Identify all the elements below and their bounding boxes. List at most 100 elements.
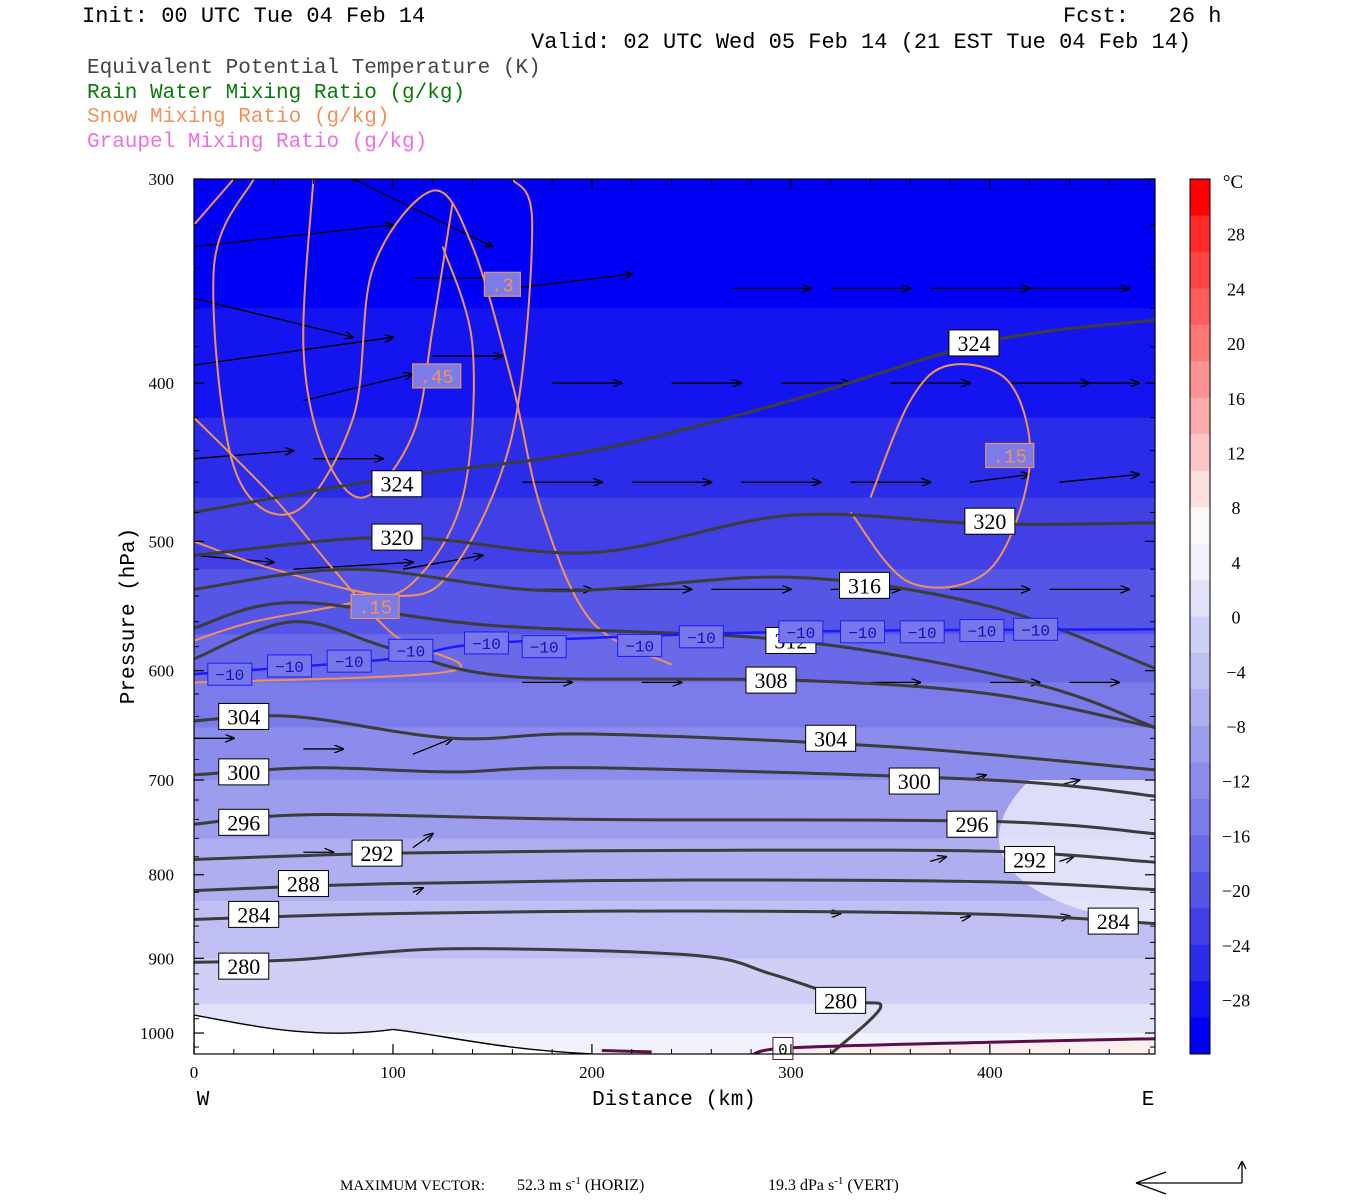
max-vector-label: MAXIMUM VECTOR: (340, 1178, 485, 1194)
theta-e-label: 304 (227, 704, 260, 729)
isotherm-label-box (778, 620, 824, 644)
theta-e-label: 300 (227, 760, 260, 785)
forecast-hour: Fcst: 26 h (1063, 4, 1222, 29)
colorbar-swatch (1190, 871, 1210, 909)
snow-label: .45 (420, 367, 454, 389)
isotherm-zero (750, 1037, 1155, 1054)
colorbar-swatch (1190, 179, 1210, 216)
colorbar-tick-label: −12 (1222, 772, 1250, 792)
snow-label-box (985, 442, 1035, 469)
theta-e-label-box (805, 724, 857, 752)
warm-tongue (998, 780, 1155, 927)
isotherm-label: 0 (778, 1041, 788, 1059)
isotherm-label: −10 (967, 624, 996, 642)
plot-frame (193, 178, 1156, 1055)
warm-surface-area (765, 1038, 1155, 1054)
isotherm-label-box (521, 635, 567, 659)
theta-e-label-box (371, 523, 423, 551)
theta-e-label-box (839, 571, 891, 599)
theta-e-label: 296 (955, 812, 988, 837)
snow-label-box (412, 363, 462, 389)
wind-vector (293, 562, 412, 570)
theta-e-label: 280 (824, 988, 857, 1013)
theta-e-label: 296 (227, 810, 260, 835)
y-tick-label: 1000 (140, 1024, 174, 1043)
isotherm-label: −10 (275, 659, 304, 677)
colorbar-tick-label: −4 (1226, 662, 1245, 682)
wind-vector (303, 374, 412, 402)
wind-vector (194, 554, 274, 562)
colorbar-tick-label: 24 (1227, 279, 1245, 299)
snow-contour (302, 179, 454, 499)
wind-vector (194, 337, 393, 366)
isotherm-label: −10 (530, 640, 559, 658)
snow-contour (194, 246, 475, 642)
theta-e-contour (194, 909, 1155, 926)
isotherm-label-box (388, 638, 434, 662)
legend-graupel: Graupel Mixing Ratio (g/kg) (87, 131, 428, 154)
y-tick-label: 500 (149, 532, 175, 551)
colorbar-swatch (1190, 689, 1210, 727)
colorbar-swatch (1190, 944, 1210, 982)
y-tick-label: 300 (149, 170, 175, 189)
colorbar-swatch (1190, 434, 1210, 472)
colorbar-swatch (1190, 762, 1210, 800)
theta-e-label: 280 (227, 954, 260, 979)
wind-vector (412, 738, 453, 755)
theta-e-label: 320 (380, 525, 413, 550)
theta-e-contour (194, 714, 1155, 772)
y-tick-label: 400 (149, 374, 175, 393)
isotherm-label: −10 (335, 654, 364, 672)
x-tick-label: 100 (380, 1063, 406, 1082)
x-axis-right-end: E (1142, 1089, 1155, 1112)
theta-e-contour (194, 947, 883, 1054)
theta-e-label-box (351, 839, 403, 867)
init-time: Init: 00 UTC Tue 04 Feb 14 (82, 4, 426, 29)
colorbar-tick-label: 20 (1227, 334, 1245, 354)
colorbar-tick-label: 28 (1227, 225, 1245, 245)
colorbar-swatch (1190, 616, 1210, 654)
isotherm-label: −10 (215, 667, 244, 685)
legend-rain-water: Rain Water Mixing Ratio (g/kg) (87, 82, 466, 105)
temperature-band (194, 682, 1155, 729)
temperature-band (194, 179, 1155, 310)
theta-e-label: 284 (237, 902, 270, 927)
theta-e-label: 316 (848, 573, 881, 598)
theta-e-contour (194, 600, 1155, 729)
theta-e-label: 292 (1013, 848, 1046, 873)
theta-e-label-box (277, 870, 329, 898)
snow-contour (194, 179, 235, 226)
x-axis-left-end: W (197, 1089, 210, 1112)
isotherm-label: −10 (848, 625, 877, 643)
x-tick-label: 300 (778, 1063, 804, 1082)
theta-e-label: 308 (754, 668, 787, 693)
wind-vector (1059, 474, 1139, 483)
theta-e-label-box (228, 900, 280, 928)
wind-vector (351, 179, 492, 247)
snow-label: .15 (358, 597, 392, 619)
colorbar-swatch (1190, 1017, 1210, 1055)
colorbar-tick-label: −24 (1222, 936, 1250, 956)
colorbar-tick-label: 16 (1227, 389, 1245, 409)
theta-e-label-box (948, 329, 1000, 357)
theta-e-label-box (964, 507, 1016, 535)
theta-e-label-box (218, 808, 270, 836)
isotherm-label-box (207, 662, 253, 686)
isotherm-label-box (959, 619, 1005, 643)
isotherm-label-box (840, 620, 886, 644)
colorbar-swatch (1190, 580, 1210, 617)
theta-e-label-box (218, 758, 270, 786)
theta-e-label: 288 (287, 872, 320, 897)
snow-contour (212, 179, 672, 666)
x-tick-label: 200 (579, 1063, 605, 1082)
wind-vector (959, 916, 970, 918)
legend-theta-e: Equivalent Potential Temperature (K) (87, 57, 541, 80)
temperature-shading (194, 780, 1155, 1054)
colorbar-swatch (1190, 470, 1210, 508)
temperature-band (194, 1004, 1155, 1035)
wind-vector (194, 451, 293, 460)
theta-e-label-box (218, 952, 270, 980)
theta-e-contour (194, 766, 1155, 798)
snow-contour (194, 179, 534, 597)
colorbar-swatch (1190, 725, 1210, 763)
